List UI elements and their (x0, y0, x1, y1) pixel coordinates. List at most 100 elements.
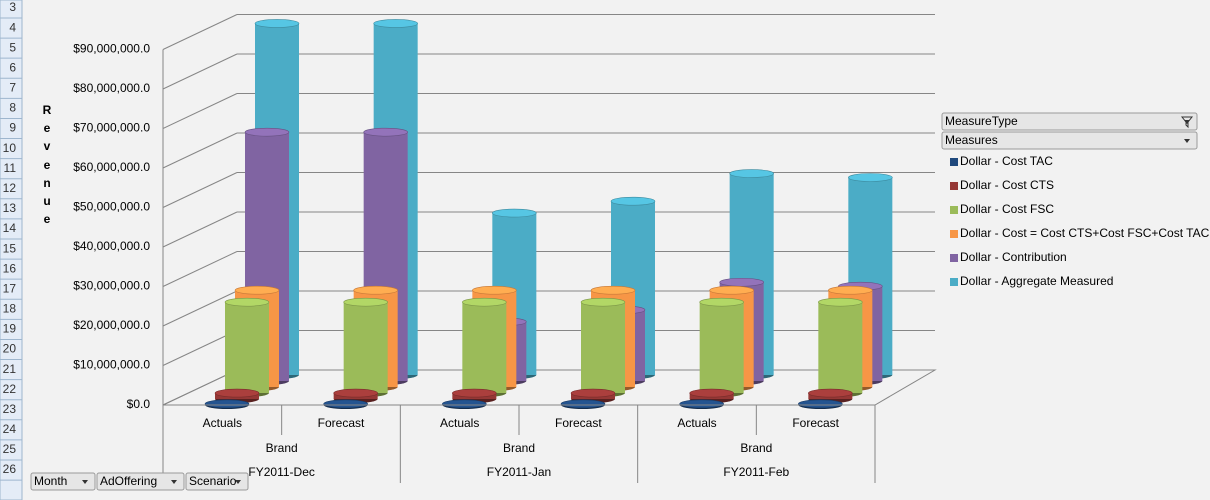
legend-swatch (950, 254, 958, 262)
row-header: 9 (9, 121, 16, 135)
row-header: 16 (3, 261, 17, 275)
row-header: 18 (3, 302, 17, 316)
y-tick-label: $40,000,000.0 (73, 239, 150, 253)
row-header: 23 (3, 402, 17, 416)
cylinder-top (472, 285, 517, 295)
y-tick-label: $10,000,000.0 (73, 358, 150, 372)
cylinder-body (343, 302, 388, 393)
row-header: 17 (3, 281, 17, 295)
cylinder-top (333, 388, 378, 398)
cylinder-top (610, 196, 656, 206)
cylinder-top (808, 388, 853, 398)
group-sublabel: Brand (503, 441, 535, 455)
axis-filter[interactable]: Scenario (189, 474, 237, 488)
legend-filter-box[interactable] (941, 131, 1198, 150)
grid-line (162, 132, 238, 169)
row-header-column (0, 0, 23, 500)
grid-line (162, 53, 238, 90)
cylinder (679, 399, 724, 409)
grid-line (162, 14, 238, 50)
grid-line (162, 290, 238, 327)
y-axis-title: Revenue (42, 103, 52, 227)
cylinder-top (204, 399, 250, 409)
x-tick-label: Forecast (318, 416, 365, 430)
group-label: FY2011-Dec (248, 465, 314, 479)
cylinder-top (452, 388, 497, 398)
legend-label: Dollar - Cost FSC (960, 202, 1054, 216)
cylinder-top (343, 297, 388, 307)
legend-swatch (950, 182, 958, 190)
axis-filter-arrow (235, 480, 241, 484)
row-header: 24 (3, 422, 17, 436)
cylinder (224, 297, 270, 397)
legend-label: Dollar - Cost = Cost CTS+Cost FSC+Cost T… (960, 226, 1210, 240)
cylinder (343, 297, 388, 397)
row-header: 3 (9, 0, 16, 14)
axis-filter-box[interactable] (30, 472, 96, 491)
y-tick-label: $90,000,000.0 (73, 42, 150, 56)
row-header: 20 (3, 342, 17, 356)
row-header: 5 (9, 40, 16, 54)
cylinder-top (689, 388, 734, 398)
row-header: 14 (3, 221, 17, 235)
legend-filter[interactable]: Measures (945, 133, 998, 147)
x-tick-label: Actuals (440, 416, 479, 430)
y-tick-label: $50,000,000.0 (73, 200, 150, 214)
cylinder-body (462, 302, 507, 393)
cylinder-top (254, 19, 300, 28)
axis-filter[interactable]: Month (34, 474, 67, 488)
cylinder-top (729, 169, 774, 178)
cylinder (204, 399, 250, 409)
cylinder (580, 297, 626, 397)
x-tick-label: Actuals (203, 416, 242, 430)
grid-line (162, 211, 238, 248)
cylinder-top (590, 285, 636, 295)
row-header: 21 (3, 362, 17, 376)
cylinder-top (848, 173, 893, 182)
cylinder-top (234, 285, 280, 295)
filter-icon (1180, 116, 1194, 129)
cylinder-top (214, 388, 260, 398)
cylinder (699, 297, 744, 397)
cylinder (818, 297, 863, 397)
cylinder-top (224, 297, 270, 307)
cylinder-body (225, 302, 269, 393)
grid-line (162, 330, 238, 366)
legend-filter[interactable]: MeasureType (945, 114, 1018, 128)
legend-filter-arrow (1184, 139, 1190, 143)
cylinder-body (818, 302, 863, 393)
cylinder-top (699, 297, 744, 307)
legend-swatch (950, 158, 958, 166)
row-header: 13 (3, 201, 17, 215)
y-tick-label: $20,000,000.0 (73, 318, 150, 332)
axis-filter-box[interactable] (96, 472, 185, 491)
row-header: 22 (3, 382, 17, 396)
cylinder-top (580, 297, 626, 307)
row-header: 15 (3, 241, 17, 255)
y-tick-label: $0.0 (127, 397, 151, 411)
row-header: 6 (9, 60, 16, 74)
x-tick-label: Actuals (677, 416, 716, 430)
legend-swatch (950, 206, 958, 214)
axis-filter[interactable]: AdOffering (100, 474, 157, 488)
cylinder-body (581, 302, 625, 393)
legend-filter-box[interactable] (941, 112, 1198, 131)
legend-swatch (950, 230, 958, 238)
group-label: FY2011-Jan (487, 465, 551, 479)
y-tick-label: $60,000,000.0 (73, 160, 150, 174)
row-header: 10 (3, 141, 17, 155)
axis-filter-box[interactable] (185, 472, 249, 491)
y-tick-label: $30,000,000.0 (73, 279, 150, 293)
row-header: 4 (9, 20, 16, 34)
group-sublabel: Brand (740, 441, 772, 455)
grid-line (162, 251, 238, 287)
x-tick-label: Forecast (792, 416, 839, 430)
cylinder-top (798, 399, 843, 409)
cylinder (798, 399, 843, 409)
cylinder-top (323, 399, 368, 409)
y-tick-label: $70,000,000.0 (73, 121, 150, 135)
cylinder-top (679, 399, 724, 409)
y-tick-label: $80,000,000.0 (73, 81, 150, 95)
